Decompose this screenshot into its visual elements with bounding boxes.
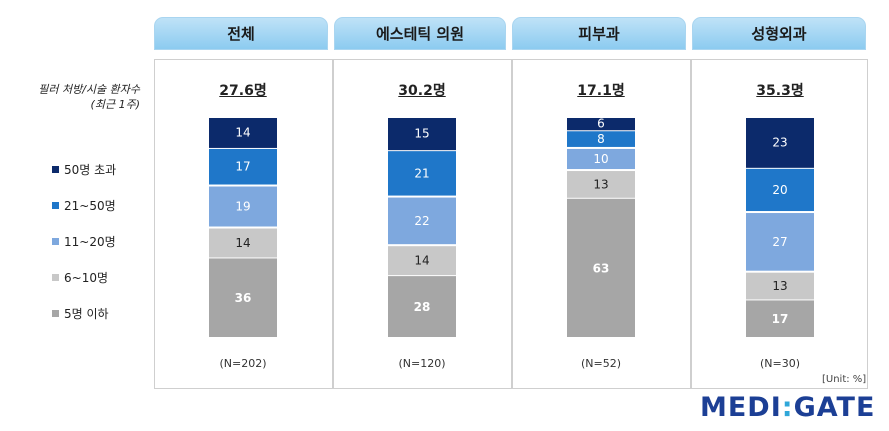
chart-panel-3 xyxy=(691,59,868,389)
logo-text-left: MEDI xyxy=(700,392,782,423)
legend-label: 5명 이하 xyxy=(64,306,109,321)
bar-data-label: 8 xyxy=(597,132,605,146)
axis-title-line-2: (최근 1주) xyxy=(90,98,140,111)
bar-segment xyxy=(388,118,456,151)
bar-data-label: 27 xyxy=(772,235,787,249)
logo-separator: : xyxy=(781,392,794,423)
axis-title: 필러 처방/시술 환자수 (최근 1주) xyxy=(4,82,140,112)
bar-data-label: 15 xyxy=(414,127,429,141)
category-tab-1: 에스테틱 의원 xyxy=(334,17,506,50)
n-label-2: (N=52) xyxy=(580,357,622,370)
bar-data-label: 23 xyxy=(772,135,787,149)
category-tab-0: 전체 xyxy=(154,17,328,50)
legend-swatch xyxy=(52,165,59,173)
legend-swatch xyxy=(52,309,59,317)
bar-data-label: 28 xyxy=(414,300,431,314)
bar-segment xyxy=(388,246,456,276)
bar-data-label: 21 xyxy=(414,166,429,180)
n-label-1: (N=120) xyxy=(398,357,446,370)
bar-segment xyxy=(209,148,277,185)
legend-swatch xyxy=(52,237,59,245)
bar-data-label: 13 xyxy=(593,177,608,191)
bar-data-label: 13 xyxy=(772,279,787,293)
category-label: 성형외과 xyxy=(751,25,807,43)
bar-segment xyxy=(209,258,277,337)
chart-panel-0 xyxy=(154,59,333,389)
bar-segment xyxy=(567,171,635,198)
legend-label: 50명 초과 xyxy=(64,162,117,177)
chart-panel-1 xyxy=(333,59,512,389)
bar-data-label: 63 xyxy=(593,261,610,275)
legend-item-over-50: 50명 초과 xyxy=(52,161,116,177)
category-label: 피부과 xyxy=(578,25,620,43)
total-label-0: 27.6명 xyxy=(219,83,267,99)
legend-item-11-20: 11~20명 xyxy=(52,233,116,249)
bar-segment xyxy=(388,276,456,337)
bar-segment xyxy=(567,148,635,170)
legend-item-5-or-less: 5명 이하 xyxy=(52,305,109,321)
total-label-2: 17.1명 xyxy=(577,83,625,99)
bar-data-label: 6 xyxy=(597,117,605,131)
total-label-1: 30.2명 xyxy=(398,83,446,99)
bar-data-label: 14 xyxy=(235,236,250,250)
bar-segment xyxy=(388,197,456,245)
bar-segment xyxy=(209,118,277,148)
category-tab-2: 피부과 xyxy=(512,17,686,50)
bar-segment xyxy=(209,186,277,227)
bar-data-label: 17 xyxy=(772,312,789,326)
bar-data-label: 14 xyxy=(414,254,429,268)
chart-panel-2 xyxy=(512,59,691,389)
bar-segment xyxy=(388,151,456,196)
legend-label: 11~20명 xyxy=(64,234,116,249)
bar-segment xyxy=(746,300,814,337)
bar-segment xyxy=(567,118,635,131)
bar-data-label: 19 xyxy=(235,200,250,214)
bar-data-label: 36 xyxy=(235,291,252,305)
total-label-3: 35.3명 xyxy=(756,83,804,99)
bar-segment xyxy=(567,198,635,337)
bar-data-label: 20 xyxy=(772,183,787,197)
legend-swatch xyxy=(52,273,59,281)
bar-data-label: 22 xyxy=(414,214,429,228)
bar-segment xyxy=(567,131,635,147)
bar-segment xyxy=(746,168,814,212)
category-tab-3: 성형외과 xyxy=(692,17,866,50)
bar-segment xyxy=(209,228,277,258)
category-label: 전체 xyxy=(227,25,255,43)
bar-segment xyxy=(746,272,814,300)
axis-title-line-1: 필러 처방/시술 환자수 xyxy=(38,83,140,96)
bar-data-label: 14 xyxy=(235,125,250,139)
category-label: 에스테틱 의원 xyxy=(375,25,465,43)
legend-label: 21~50명 xyxy=(64,198,116,213)
legend-item-6-10: 6~10명 xyxy=(52,269,108,285)
legend-item-21-50: 21~50명 xyxy=(52,197,116,213)
n-label-3: (N=30) xyxy=(759,357,801,370)
bar-data-label: 10 xyxy=(593,152,608,166)
n-label-0: (N=202) xyxy=(219,357,267,370)
bar-segment xyxy=(746,118,814,168)
logo-text-right: GATE xyxy=(793,392,876,423)
unit-label: [Unit: %] xyxy=(822,374,867,385)
legend-label: 6~10명 xyxy=(64,270,108,285)
legend-swatch xyxy=(52,201,59,209)
bar-data-label: 17 xyxy=(235,160,250,174)
bar-segment xyxy=(746,213,814,271)
medigate-logo: MEDI:GATE xyxy=(700,392,875,423)
